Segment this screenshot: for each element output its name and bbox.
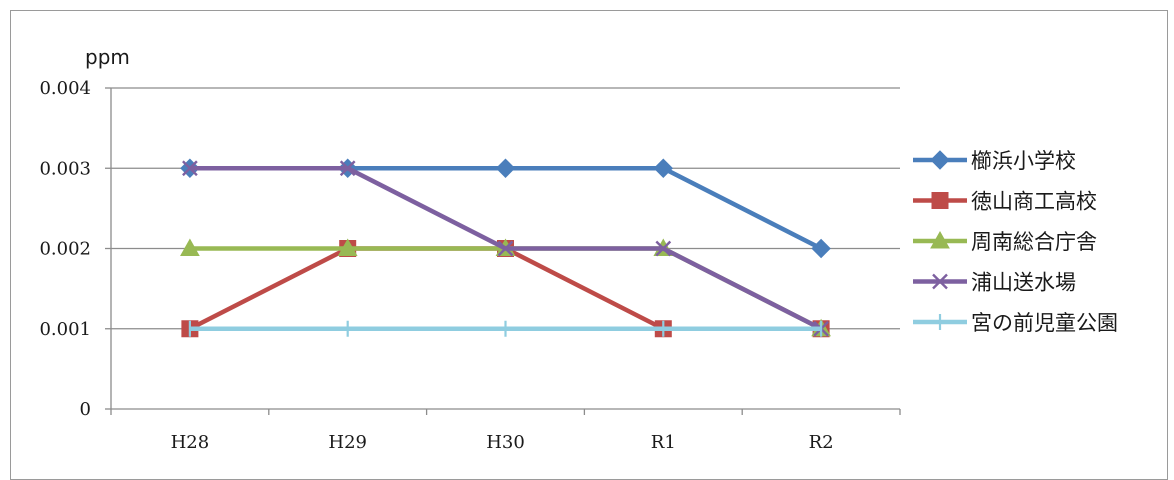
legend-label-4: 浦山送水場 xyxy=(971,271,1076,295)
y-tick-label: 0.001 xyxy=(39,319,91,340)
series-line-1 xyxy=(189,166,823,251)
data-point-series-1 xyxy=(653,158,674,178)
x-tick-label: H29 xyxy=(328,432,367,453)
x-tick-label: R2 xyxy=(809,432,834,453)
legend-label-1: 櫛浜小学校 xyxy=(971,149,1076,173)
series-line-3 xyxy=(189,246,823,331)
legend-label-3: 周南総合庁舎 xyxy=(971,230,1097,254)
legend-marker-3 xyxy=(930,230,950,249)
data-point-series-4 xyxy=(339,160,356,177)
y-tick-label: 0.004 xyxy=(39,78,91,99)
data-point-series-3 xyxy=(337,238,358,256)
y-tick-label: 0 xyxy=(80,399,91,420)
legend-marker-1 xyxy=(930,150,950,170)
y-tick-label: 0.002 xyxy=(39,239,91,260)
y-tick-label: 0.003 xyxy=(39,158,91,179)
legend-label-2: 徳山商工高校 xyxy=(971,190,1097,214)
data-point-series-4 xyxy=(182,160,198,177)
data-point-series-3 xyxy=(180,238,200,256)
y-axis-unit-label: ppm xyxy=(85,45,130,69)
data-point-series-1 xyxy=(811,238,831,259)
x-tick-label: H28 xyxy=(171,432,210,453)
series-line-2 xyxy=(188,246,822,331)
x-tick-label: R1 xyxy=(651,432,676,453)
data-point-series-4 xyxy=(655,240,672,257)
data-point-series-1 xyxy=(495,158,516,178)
x-tick-label: H30 xyxy=(486,432,525,453)
data-point-series-4 xyxy=(497,240,514,257)
legend-label-5: 宮の前児童公園 xyxy=(971,311,1118,335)
legend-marker-2 xyxy=(931,192,949,209)
legend-marker-4 xyxy=(932,273,948,290)
